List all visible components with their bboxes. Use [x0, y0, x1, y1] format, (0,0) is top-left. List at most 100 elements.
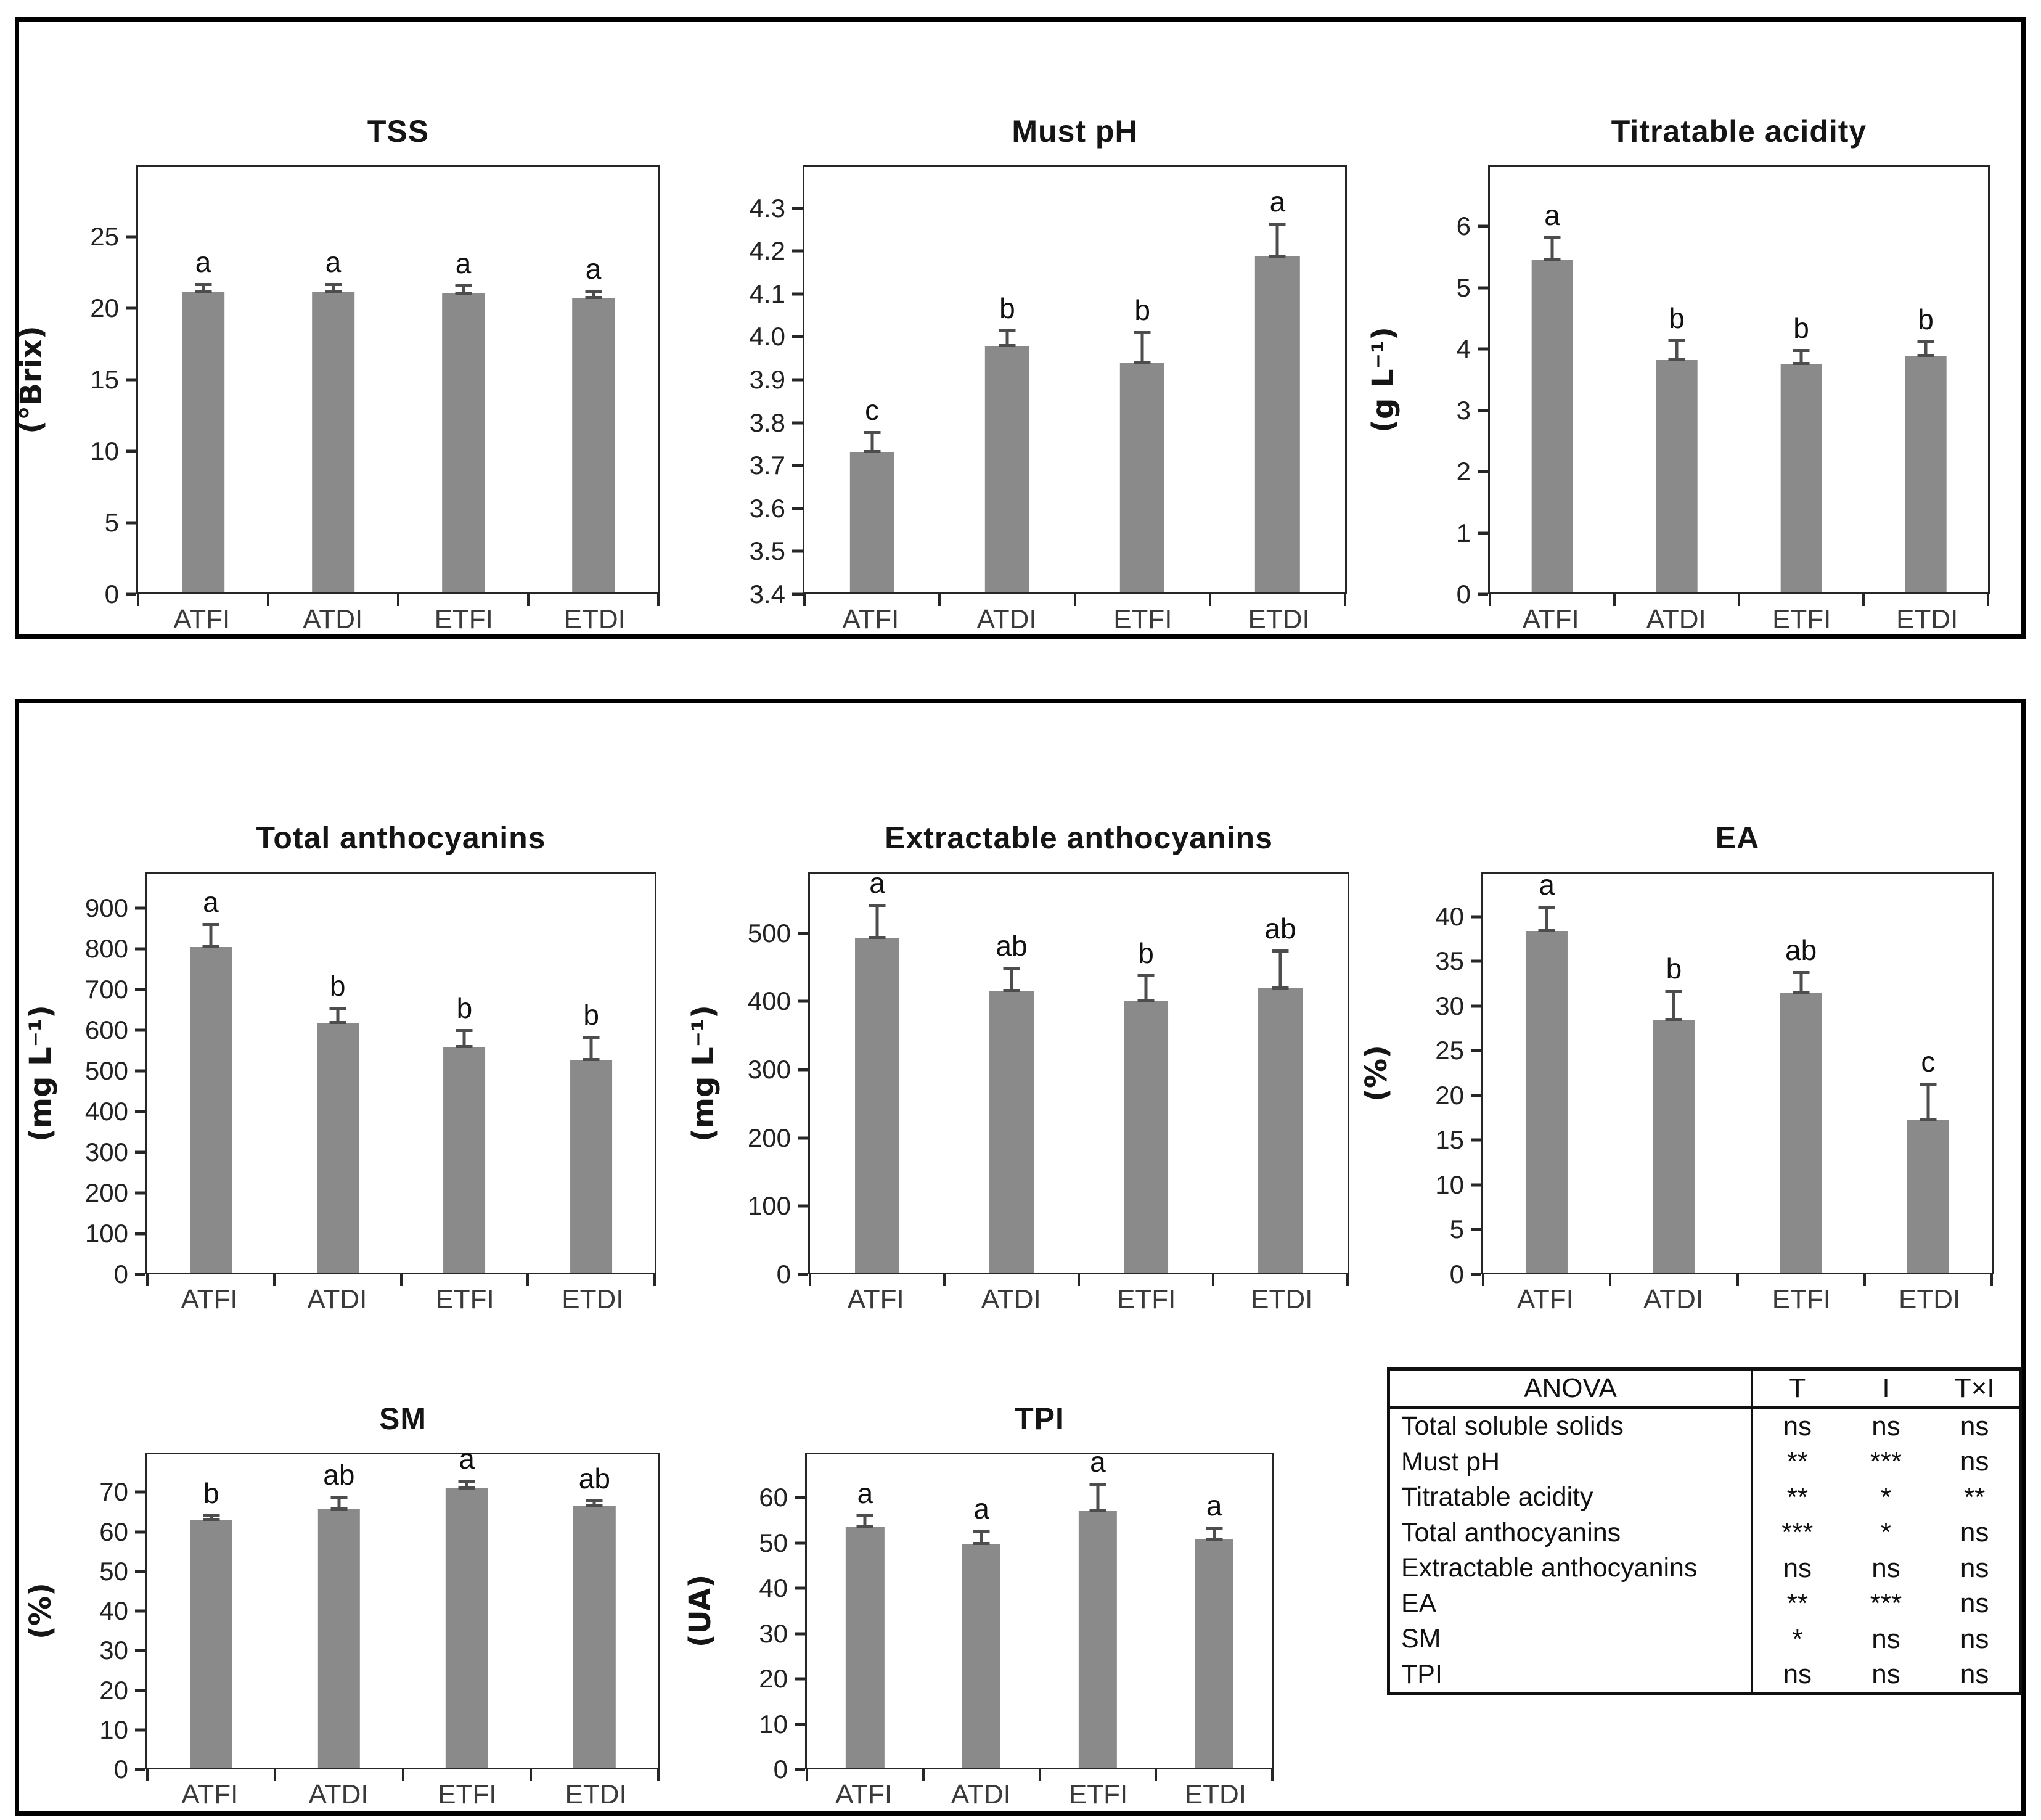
x-axis-label: ETDI [1184, 1779, 1246, 1810]
bar-cell: a [403, 1445, 531, 1768]
chart-tpi: TPI (UA) 0 10 20 30 40 50 60 a a a a ATFI ATDI ETFI… [676, 1354, 1274, 1810]
error-bar-upper-cap [586, 1499, 603, 1503]
x-axis-label: ETFI [1772, 604, 1831, 634]
bar-cell: c [1865, 874, 1992, 1273]
error-bar-lower-cap [1089, 1508, 1106, 1512]
chart-title-row: SM [16, 1354, 660, 1453]
anova-significance-cell: ns [1783, 1552, 1812, 1583]
anova-significance-cell: *** [1870, 1446, 1902, 1477]
significance-letter: a [973, 1492, 989, 1525]
y-tick-mark [135, 1609, 145, 1613]
chart-tss: TSS (°Brix) 0 5 10 15 20 25 a a a a ATFI ATDI ETFI… [7, 67, 660, 635]
bar-cell: b [1079, 874, 1213, 1273]
anova-significance-cell: *** [1870, 1588, 1902, 1619]
error-bar-upper-cap [195, 282, 211, 286]
error-bar-lower-cap [1668, 358, 1685, 362]
y-tick-label: 40 [99, 1596, 128, 1625]
bar-cell: b [528, 874, 655, 1273]
bar-cell: a [1490, 167, 1614, 592]
error-bar [980, 1531, 983, 1544]
y-tick-mark [798, 1273, 808, 1276]
bar [1195, 1539, 1233, 1768]
x-axis-labels: ATFI ATDI ETFI ETDI [805, 1769, 1274, 1810]
y-axis-label-column: (UA) [676, 1453, 725, 1769]
y-tick-mark [135, 906, 145, 910]
error-bar-upper-cap [1665, 990, 1682, 993]
error-bar-upper-cap [455, 284, 472, 288]
y-tick-mark [1471, 959, 1481, 963]
error-bar [332, 284, 335, 292]
x-axis-label: ETFI [1113, 604, 1172, 634]
error-bar [863, 1516, 867, 1527]
y-tick-label: 10 [759, 1709, 788, 1739]
x-tick-mark [401, 1769, 404, 1781]
y-tick-label: 10 [90, 437, 119, 465]
anova-row-labels: Total soluble solids Must pH Titratable ac… [1390, 1409, 1751, 1692]
error-bar-lower-cap [1793, 991, 1810, 995]
plot-area: a ab b ab [808, 869, 1349, 1286]
y-tick-label: 3.8 [749, 408, 785, 437]
y-tick-label: 3 [1456, 395, 1471, 425]
error-bar-upper-cap [1920, 1083, 1937, 1086]
significance-letter: a [585, 253, 602, 285]
bar [316, 1022, 359, 1273]
y-axis-label: (mg L⁻¹) [686, 1004, 721, 1142]
x-axis-labels: ATFI ATDI ETFI ETDI [145, 1274, 656, 1315]
significance-letter: a [1269, 186, 1286, 218]
x-tick-mark [137, 594, 139, 606]
error-bar-lower-cap [583, 1057, 600, 1061]
y-tick-label: 30 [1435, 991, 1464, 1020]
y-tick-mark [1471, 1183, 1481, 1187]
y-tick-mark [792, 592, 803, 596]
chart-title: EA [1715, 821, 1760, 855]
chart-must-ph: Must pH 3.4 3.5 3.6 3.7 3.8 3.9 4.0 4.1 4.2 4.3 c… [673, 67, 1347, 635]
bar-cell: b [1075, 167, 1210, 592]
y-tick-mark [1471, 915, 1481, 919]
bar [1526, 931, 1568, 1273]
y-tick-label: 5 [104, 508, 119, 537]
y-tick-label: 10 [99, 1715, 128, 1744]
bar [317, 1509, 361, 1768]
error-bar [592, 292, 595, 298]
plot-area: c b b a [803, 165, 1347, 606]
bar [1905, 355, 1947, 592]
x-tick-mark [272, 1274, 276, 1286]
error-bar-lower-cap [1917, 353, 1934, 357]
error-bar-lower-cap [1134, 361, 1151, 364]
x-axis-labels: ATFI ATDI ETFI ETDI [145, 1769, 660, 1810]
significance-letter: b [329, 969, 346, 1002]
anova-significance-cell: ns [1871, 1552, 1900, 1583]
y-tick-mark [135, 947, 145, 951]
bar [962, 1544, 1001, 1768]
y-tick-label: 200 [747, 1123, 791, 1152]
bar-cell: a [398, 167, 528, 592]
anova-significance-cell: ns [1871, 1623, 1900, 1654]
bar-cell: b [1614, 167, 1739, 592]
x-tick-mark [1155, 1769, 1158, 1781]
error-bar-upper-cap [329, 1006, 346, 1010]
x-axis-label: ATDI [951, 1779, 1011, 1810]
y-tick-mark [1471, 1004, 1481, 1008]
x-tick-mark [526, 1274, 530, 1286]
significance-letter: a [195, 245, 211, 278]
error-bar-upper-cap [1668, 338, 1685, 342]
y-tick-label: 30 [759, 1618, 788, 1648]
plot-area: a b ab c [1481, 871, 1994, 1286]
error-bar-upper-cap [973, 1529, 990, 1533]
x-axis-label: ATFI [835, 1779, 893, 1810]
y-tick-mark [135, 1490, 145, 1494]
bar [311, 292, 355, 592]
y-axis: 3.4 3.5 3.6 3.7 3.8 3.9 4.0 4.1 4.2 4.3 [722, 165, 803, 607]
y-axis: 0 100 200 300 400 500 [728, 872, 808, 1287]
bar [1078, 1510, 1118, 1768]
error-bar-upper-cap [1272, 949, 1289, 953]
x-tick-mark [1271, 1769, 1274, 1781]
y-axis: 0 10 20 30 40 50 60 70 [65, 1453, 145, 1782]
error-bar-lower-cap [1665, 1018, 1682, 1022]
error-bar-upper-cap [583, 1036, 600, 1039]
significance-letter: b [1669, 301, 1685, 334]
y-tick-label: 30 [99, 1636, 128, 1665]
x-axis-label: ETDI [562, 1284, 624, 1314]
y-tick-mark [1471, 1094, 1481, 1097]
significance-letter: c [865, 394, 880, 427]
